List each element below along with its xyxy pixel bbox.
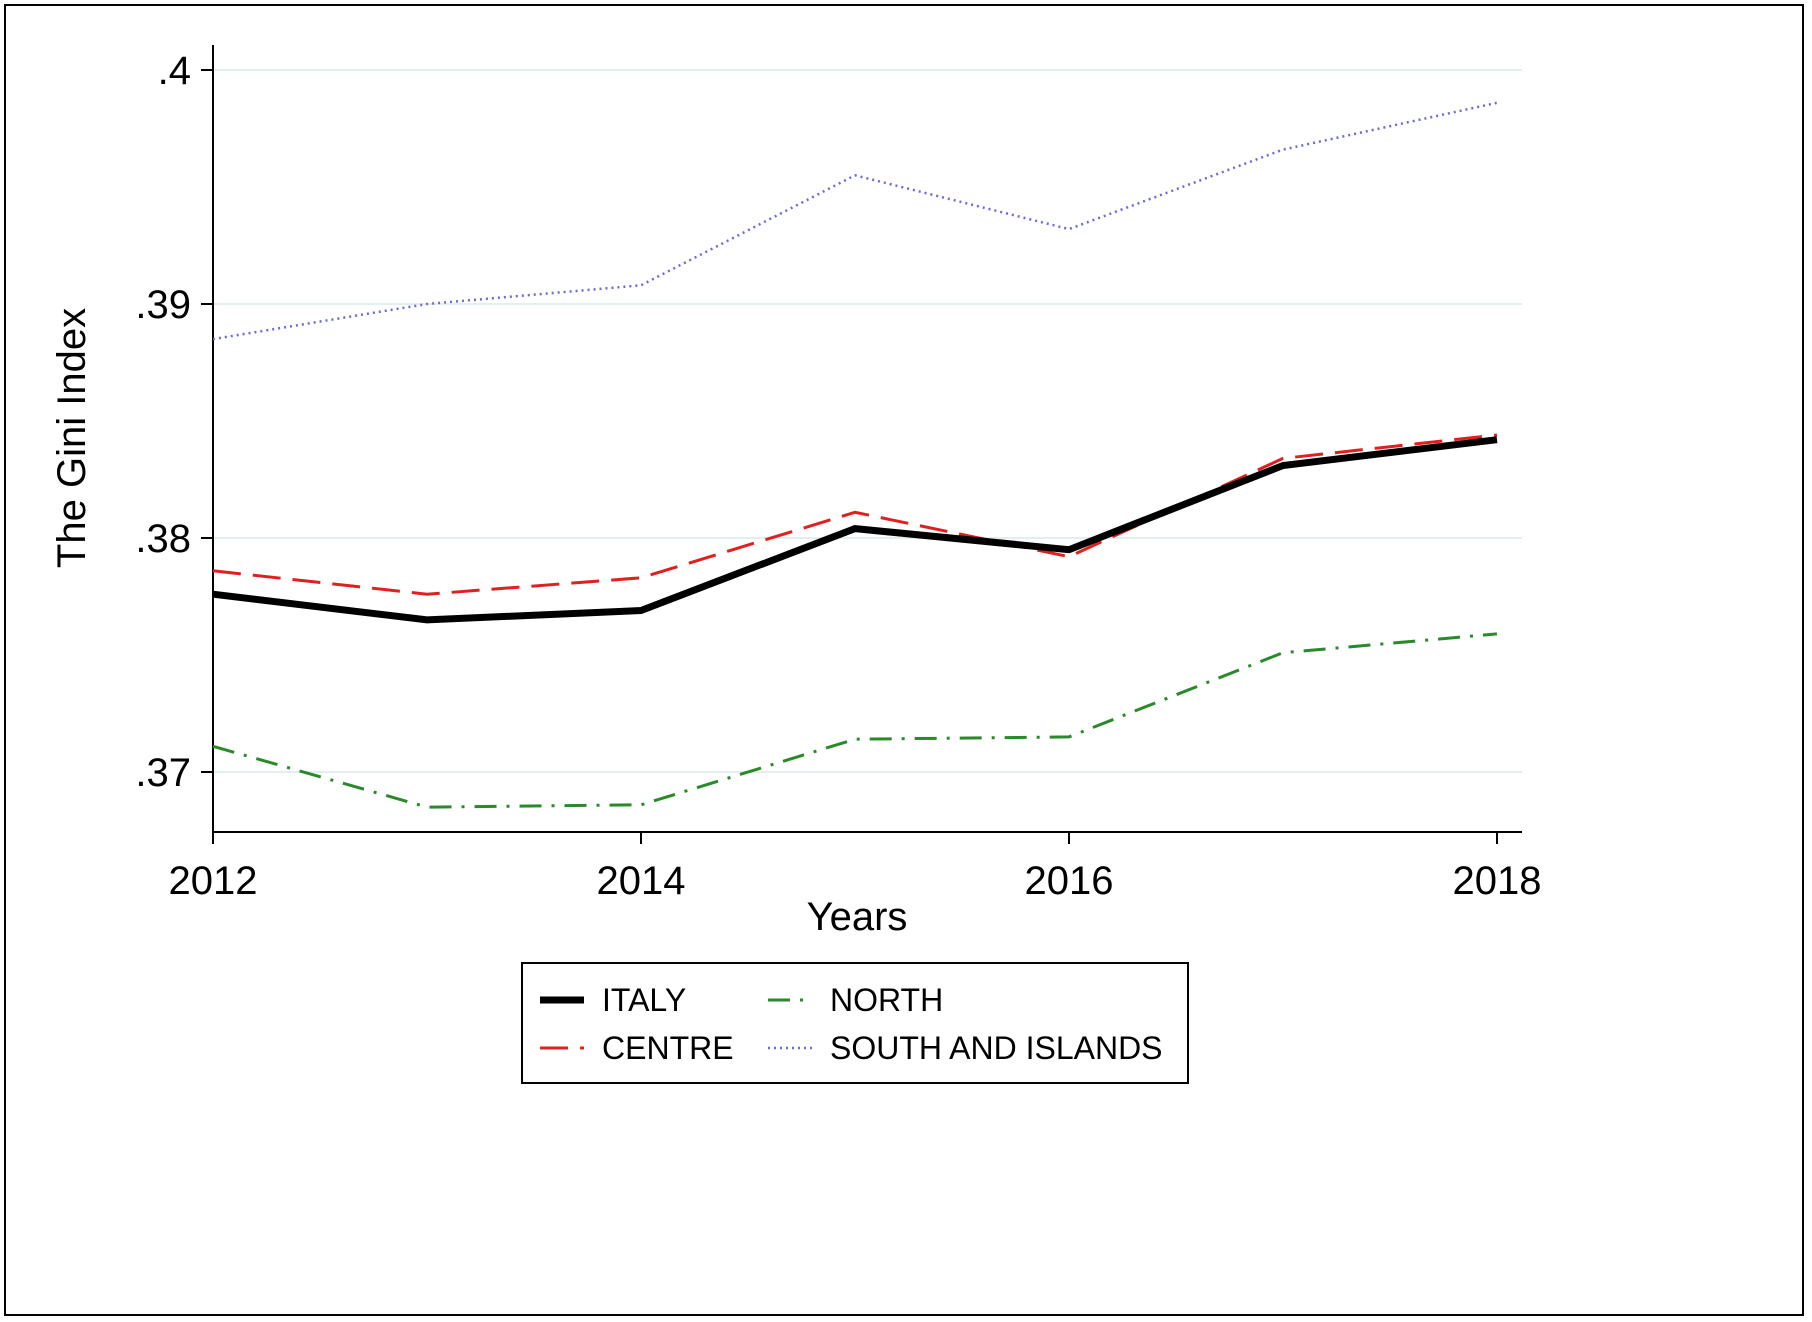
chart-frame xyxy=(4,4,1804,1316)
y-tick-label: .37 xyxy=(135,751,191,795)
y-tick-label: .39 xyxy=(135,283,191,327)
series-line-north xyxy=(212,632,1498,809)
grid-lines xyxy=(213,69,1522,773)
legend-item-north: NORTH xyxy=(768,982,943,1018)
x-tick-label: 2012 xyxy=(169,859,258,903)
x-axis-title: Years xyxy=(807,895,908,939)
axes xyxy=(212,45,1522,833)
legend-item-centre: CENTRE xyxy=(540,1030,734,1066)
legend-label: NORTH xyxy=(830,982,943,1018)
legend: ITALY CENTRE NORTH SOUTH AND ISLANDS xyxy=(521,962,1189,1084)
y-tick-label: .38 xyxy=(135,517,191,561)
legend-box xyxy=(521,962,1189,1084)
x-tick-label: 2018 xyxy=(1453,859,1542,903)
y-tick-label: .4 xyxy=(158,49,191,93)
y-ticks: .37 .38 .39 .4 xyxy=(135,49,213,795)
legend-label: ITALY xyxy=(602,982,686,1018)
legend-entries: ITALY CENTRE NORTH SOUTH AND ISLANDS xyxy=(540,982,1163,1066)
series-line-south-and-islands xyxy=(212,101,1498,341)
series-line-italy xyxy=(212,436,1498,624)
legend-label: CENTRE xyxy=(602,1030,734,1066)
legend-label: SOUTH AND ISLANDS xyxy=(830,1030,1163,1066)
x-tick-label: 2014 xyxy=(597,859,686,903)
series-line-centre xyxy=(212,433,1498,596)
legend-item-italy: ITALY xyxy=(540,982,686,1018)
y-axis-title: The Gini Index xyxy=(50,308,94,568)
x-ticks: 2012 2014 2016 2018 xyxy=(169,832,1542,903)
x-tick-label: 2016 xyxy=(1025,859,1114,903)
series-lines xyxy=(212,101,1498,809)
legend-item-south-and-islands: SOUTH AND ISLANDS xyxy=(768,1030,1163,1066)
